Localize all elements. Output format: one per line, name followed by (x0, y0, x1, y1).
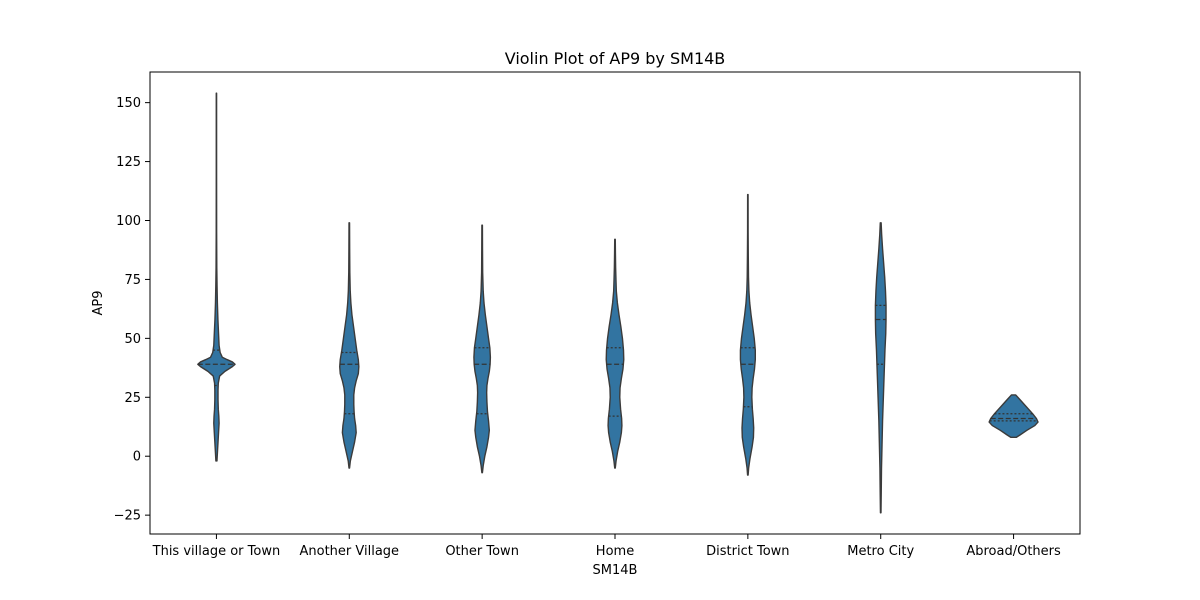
violin-group (339, 222, 360, 469)
y-tick-label: 75 (124, 273, 141, 288)
y-tick-label: 125 (116, 155, 141, 170)
violin-group (874, 222, 887, 514)
y-tick-label: 50 (124, 332, 141, 347)
violins-layer (197, 92, 1039, 514)
chart-title: Violin Plot of AP9 by SM14B (505, 49, 726, 68)
x-axis: This village or Town Another Village Other… (152, 534, 1061, 559)
x-tick-label: District Town (706, 544, 789, 559)
violin-body (339, 222, 360, 469)
y-tick-label: 150 (116, 96, 141, 111)
x-tick-label: Metro City (847, 544, 914, 559)
y-tick-label: −25 (114, 509, 141, 524)
violin-body (739, 193, 756, 476)
y-axis-label: AP9 (91, 290, 106, 315)
x-tick-label: Home (596, 544, 634, 559)
y-tick-label: 0 (133, 450, 141, 465)
y-tick-label: 100 (116, 214, 141, 229)
x-tick-label: Other Town (445, 544, 519, 559)
x-tick-label: This village or Town (152, 544, 281, 559)
violin-group (988, 394, 1039, 439)
violin-body (874, 222, 887, 514)
y-tick-label: 25 (124, 391, 141, 406)
violin-body (473, 224, 492, 474)
x-tick-label: Abroad/Others (966, 544, 1061, 559)
violin-body (988, 394, 1039, 439)
y-axis: −25 0 25 50 75 100 125 150 (114, 96, 150, 524)
violin-body (605, 238, 625, 469)
violin-group (473, 224, 492, 474)
violin-group (197, 92, 236, 462)
violin-group (739, 193, 756, 476)
violin-group (605, 238, 625, 469)
violin-body (197, 92, 236, 462)
x-axis-label: SM14B (593, 563, 638, 578)
x-tick-label: Another Village (300, 544, 400, 559)
